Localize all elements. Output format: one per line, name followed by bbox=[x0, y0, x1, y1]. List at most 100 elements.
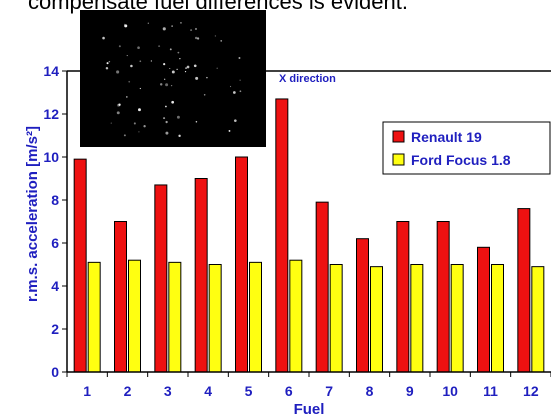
inset-dot bbox=[195, 76, 199, 80]
inset-dot bbox=[194, 36, 198, 40]
inset-dot bbox=[171, 100, 175, 104]
bar-renault-fuel-2 bbox=[114, 221, 127, 373]
legend-box bbox=[382, 121, 551, 175]
x-tick-label: 2 bbox=[124, 383, 132, 399]
x-tick-label: 4 bbox=[204, 383, 212, 399]
inset-dot bbox=[138, 108, 141, 112]
bar-ford-fuel-8 bbox=[370, 266, 383, 373]
bar-renault-fuel-10 bbox=[436, 221, 450, 373]
x-axis-label: Fuel bbox=[294, 401, 325, 418]
bar-ford-fuel-10 bbox=[450, 264, 464, 373]
bar-ford-fuel-6 bbox=[289, 259, 303, 373]
x-tick-label: 12 bbox=[523, 383, 539, 399]
inset-dot bbox=[239, 90, 242, 93]
inset-dot bbox=[193, 64, 197, 68]
inset-dot bbox=[106, 62, 109, 65]
bar-ford-fuel-5 bbox=[249, 261, 262, 373]
inset-dot bbox=[126, 55, 128, 57]
bars-group bbox=[73, 98, 545, 373]
x-tick-label: 3 bbox=[164, 383, 172, 399]
bar-renault-fuel-3 bbox=[154, 184, 168, 373]
y-tick-label: 8 bbox=[51, 192, 59, 208]
x-tick-label: 6 bbox=[285, 383, 293, 399]
x-tick-label: 1 bbox=[83, 383, 91, 399]
bar-ford-fuel-9 bbox=[410, 264, 424, 373]
bar-ford-fuel-11 bbox=[491, 264, 504, 373]
bar-ford-fuel-7 bbox=[329, 264, 343, 373]
inset-dot bbox=[118, 103, 121, 106]
inset-dot bbox=[165, 105, 167, 108]
y-axis-label: r.m.s. acceleration [m/s²] bbox=[24, 126, 41, 302]
inset-dot bbox=[165, 131, 169, 135]
legend-swatch-renault bbox=[392, 130, 405, 143]
x-tick-label: 5 bbox=[245, 383, 253, 399]
x-tick-label: 9 bbox=[406, 383, 414, 399]
inset-dot bbox=[232, 91, 236, 94]
inset-dot bbox=[228, 129, 231, 132]
inset-dot bbox=[176, 115, 180, 119]
inset-dot bbox=[143, 125, 146, 128]
inset-dot bbox=[147, 22, 149, 24]
y-tick-label: 0 bbox=[51, 364, 59, 380]
inset-dot bbox=[178, 134, 181, 138]
inset-dot bbox=[220, 39, 223, 42]
legend-swatch-ford bbox=[392, 153, 405, 166]
inset-dot bbox=[139, 60, 142, 63]
inset-dot bbox=[126, 96, 128, 98]
inset-dot bbox=[110, 122, 112, 124]
inset-dot bbox=[105, 66, 109, 70]
x-tick-label: 7 bbox=[325, 383, 333, 399]
inset-dot bbox=[238, 57, 241, 59]
y-tick-label: 6 bbox=[51, 235, 59, 251]
inset-dot bbox=[162, 27, 166, 31]
inset-dot bbox=[179, 57, 181, 60]
inset-dot bbox=[158, 45, 161, 48]
bar-renault-fuel-6 bbox=[275, 98, 289, 373]
inset-dot bbox=[159, 83, 163, 86]
x-tick-label: 11 bbox=[483, 383, 498, 399]
bar-renault-fuel-11 bbox=[477, 246, 490, 373]
inset-dot bbox=[130, 64, 133, 68]
bar-renault-fuel-8 bbox=[356, 238, 369, 373]
inset-dot bbox=[214, 35, 217, 37]
inset-dot bbox=[216, 67, 218, 69]
inset-dot bbox=[124, 23, 126, 25]
y-tick-label: 2 bbox=[51, 321, 59, 337]
inset-dot bbox=[123, 134, 126, 137]
inset-dot bbox=[186, 65, 190, 69]
bar-renault-fuel-7 bbox=[315, 201, 329, 373]
annotation-x-direction: X direction bbox=[279, 73, 336, 85]
inset-dot bbox=[163, 117, 166, 120]
bar-renault-fuel-5 bbox=[235, 156, 248, 373]
y-tick-label: 4 bbox=[51, 278, 59, 294]
inset-dot bbox=[137, 46, 140, 50]
y-tick-label: 10 bbox=[43, 149, 59, 165]
inset-dot bbox=[176, 68, 178, 70]
inset-dot bbox=[118, 45, 121, 48]
inset-dot bbox=[171, 70, 175, 74]
inset-image bbox=[80, 10, 266, 147]
inset-dot bbox=[184, 71, 187, 73]
inset-dot bbox=[124, 24, 128, 28]
x-tick-label: 8 bbox=[366, 383, 374, 399]
inset-dot bbox=[239, 79, 241, 81]
inset-dot bbox=[108, 60, 111, 63]
inset-dot bbox=[116, 70, 120, 74]
inset-dot bbox=[177, 51, 180, 54]
inset-dot bbox=[190, 29, 193, 32]
bar-renault-fuel-4 bbox=[194, 178, 208, 373]
inset-dot bbox=[165, 120, 168, 124]
inset-dot bbox=[133, 122, 136, 125]
inset-dot bbox=[169, 48, 172, 51]
bar-ford-fuel-1 bbox=[87, 261, 101, 373]
bar-ford-fuel-3 bbox=[168, 261, 182, 373]
inset-dot bbox=[102, 36, 105, 40]
inset-dot bbox=[171, 25, 173, 27]
inset-dot bbox=[165, 83, 169, 87]
legend: Renault 19 Ford Focus 1.8 bbox=[382, 121, 551, 175]
inset-dot bbox=[163, 63, 166, 66]
inset-dot bbox=[139, 87, 141, 90]
inset-dot bbox=[233, 119, 237, 122]
